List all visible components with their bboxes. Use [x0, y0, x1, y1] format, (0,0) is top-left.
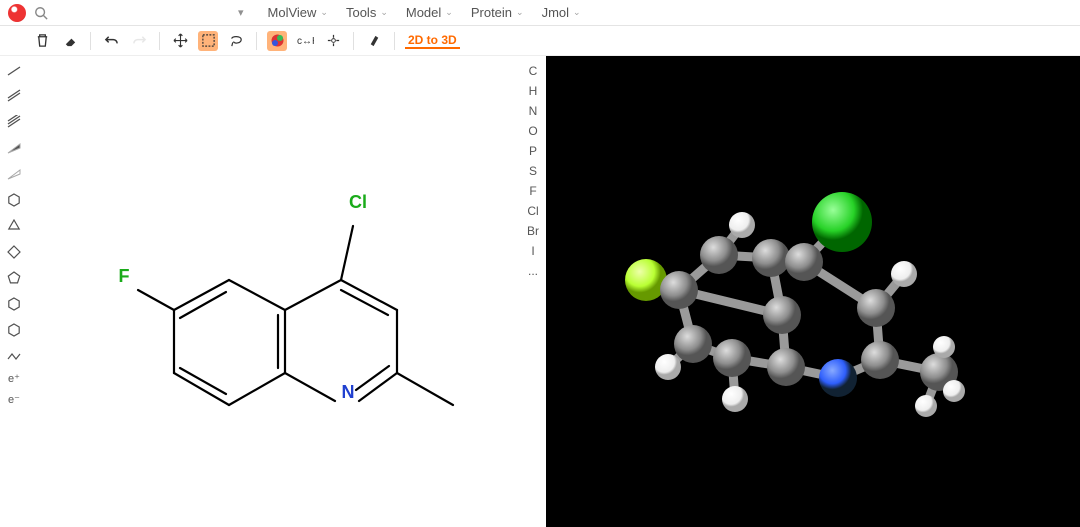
element-O[interactable]: O	[528, 124, 537, 138]
hexagon-icon[interactable]	[6, 192, 22, 208]
btn-2d-to-3d[interactable]: 2D to 3D	[405, 32, 460, 49]
element-I[interactable]: I	[531, 244, 534, 258]
svg-text:F: F	[119, 266, 130, 286]
menu-molview[interactable]: MolView⌄	[268, 5, 328, 20]
element-...[interactable]: ...	[528, 264, 538, 278]
bond-triple-icon[interactable]	[6, 114, 22, 130]
element-C[interactable]: C	[529, 64, 538, 78]
app-logo	[8, 4, 26, 22]
element-S[interactable]: S	[529, 164, 537, 178]
square-icon[interactable]	[6, 244, 22, 260]
lasso-icon[interactable]	[226, 31, 246, 51]
hexagon2-icon[interactable]	[6, 296, 22, 312]
pentagon-icon[interactable]	[6, 270, 22, 286]
menu-jmol[interactable]: Jmol⌄	[542, 5, 581, 20]
bond-single-icon[interactable]	[6, 62, 22, 78]
svg-text:N: N	[342, 382, 355, 402]
move-icon[interactable]	[170, 31, 190, 51]
charge-minus[interactable]: e⁻	[8, 395, 20, 406]
element-Cl[interactable]: Cl	[527, 204, 538, 218]
svg-text:Cl: Cl	[349, 192, 367, 212]
search-icon	[34, 6, 48, 20]
top-bar: ▾ MolView⌄ Tools⌄ Model⌄ Protein⌄ Jmol⌄	[0, 0, 1080, 26]
wedge-down-icon[interactable]	[6, 166, 22, 182]
search-input[interactable]	[52, 5, 232, 20]
wedge-up-icon[interactable]	[6, 140, 22, 156]
redo-icon[interactable]	[129, 31, 149, 51]
canvas-2d[interactable]: Cl F N	[28, 56, 520, 527]
menu-bar: MolView⌄ Tools⌄ Model⌄ Protein⌄ Jmol⌄	[268, 5, 581, 20]
chain-icon[interactable]	[6, 348, 22, 364]
bond-double-icon[interactable]	[6, 88, 22, 104]
menu-tools[interactable]: Tools⌄	[346, 5, 388, 20]
menu-model[interactable]: Model⌄	[406, 5, 453, 20]
svg-text:c↔H: c↔H	[297, 36, 314, 47]
menu-protein[interactable]: Protein⌄	[471, 5, 524, 20]
left-toolbox: e⁺ e⁻	[0, 56, 28, 527]
search-dropdown-icon[interactable]: ▾	[236, 6, 246, 19]
rect-select-icon[interactable]	[198, 31, 218, 51]
toolbar: c↔H 2D to 3D	[0, 26, 1080, 56]
element-F[interactable]: F	[529, 184, 536, 198]
element-Br[interactable]: Br	[527, 224, 539, 238]
element-H[interactable]: H	[529, 84, 538, 98]
clean-icon[interactable]	[364, 31, 384, 51]
element-N[interactable]: N	[529, 104, 538, 118]
undo-icon[interactable]	[101, 31, 121, 51]
canvas-3d[interactable]	[546, 56, 1080, 527]
eraser-icon[interactable]	[60, 31, 80, 51]
charge-plus[interactable]: e⁺	[8, 374, 20, 385]
center-icon[interactable]	[323, 31, 343, 51]
color-icon[interactable]	[267, 31, 287, 51]
element-picker: CHNOPSF Cl Br I...	[520, 56, 546, 527]
element-P[interactable]: P	[529, 144, 537, 158]
trash-icon[interactable]	[32, 31, 52, 51]
heptagon-icon[interactable]	[6, 322, 22, 338]
deform-icon[interactable]: c↔H	[295, 31, 315, 51]
triangle-icon[interactable]	[6, 218, 22, 234]
workspace: e⁺e⁻ ClFN CHNOPSFClBrI...	[0, 56, 1080, 527]
